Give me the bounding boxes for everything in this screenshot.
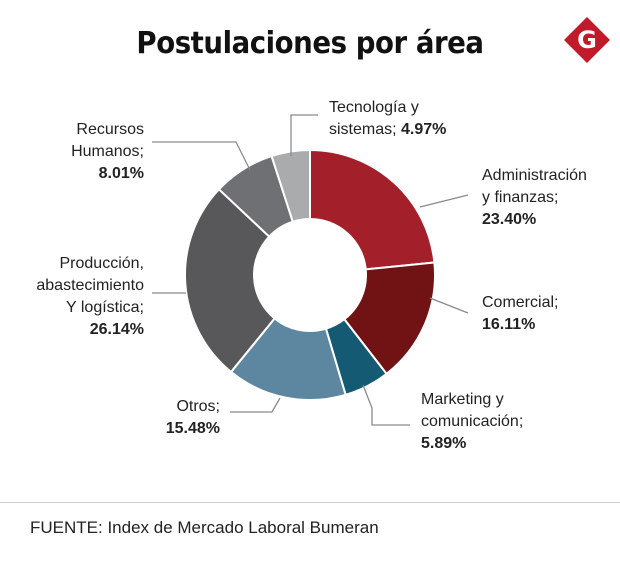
chart-title: Postulaciones por área: [136, 26, 484, 61]
slice-label-line: y finanzas;: [482, 189, 559, 206]
slice-label-otros: Otros; 15.48%: [166, 396, 220, 440]
slice-administracion: [309, 148, 436, 271]
slice-label-line: Marketing y: [421, 391, 504, 408]
slice-percent: 15.48%: [165, 420, 220, 437]
slice-label-line: Comercial;: [482, 294, 559, 311]
leader-line-marketing: [362, 384, 410, 426]
donut-slices: [184, 148, 436, 401]
leader-line-tecnologia: [290, 114, 318, 156]
slice-label-tecnologia: Tecnología y sistemas; 4.97%: [329, 97, 446, 141]
divider: [0, 502, 620, 503]
slice-percent: 4.97%: [401, 121, 447, 138]
slice-percent: 26.14%: [89, 321, 144, 338]
slice-percent: 23.40%: [482, 211, 537, 228]
slice-label-line: comunicación;: [421, 413, 524, 430]
slice-label-line: Humanos;: [71, 143, 144, 160]
slice-label-line: Tecnología y: [329, 99, 419, 116]
donut-chart: [152, 114, 469, 426]
slice-percent: 16.11%: [482, 316, 536, 333]
leader-lines: [152, 114, 469, 426]
slice-tecnologia: [270, 148, 311, 223]
slice-label-line: abastecimiento: [36, 277, 144, 294]
slice-label-line: Producción,: [59, 255, 145, 272]
source-note: FUENTE: Index de Mercado Laboral Bumeran: [30, 518, 379, 537]
leader-line-administracion: [419, 194, 469, 208]
leader-line-comercial: [429, 297, 469, 314]
slice-label-text: sistemas;: [329, 121, 397, 138]
slice-label-line: Y logística;: [66, 299, 144, 316]
slice-label-line: Recursos: [76, 121, 144, 138]
slice-label-line: sistemas; 4.97%: [329, 119, 446, 141]
logo-letter: G: [577, 26, 597, 54]
slice-label-comercial: Comercial; 16.11%: [482, 292, 558, 336]
leader-line-otros: [230, 397, 281, 413]
slice-label-administracion: Administración y finanzas; 23.40%: [482, 165, 587, 231]
slice-percent: 5.89%: [421, 435, 467, 452]
slice-otros: [229, 317, 347, 401]
slice-produccion: [184, 187, 277, 374]
slice-label-recursos-humanos: Recursos Humanos; 8.01%: [71, 119, 144, 185]
slice-percent: 8.01%: [98, 165, 144, 182]
slice-label-line: Otros;: [176, 398, 220, 415]
slice-label-marketing: Marketing y comunicación; 5.89%: [421, 389, 523, 455]
logo-icon: G: [564, 17, 610, 63]
leader-line-recursos-humanos: [152, 141, 251, 171]
slice-label-produccion: Producción, abastecimiento Y logística; …: [36, 253, 144, 341]
slice-label-line: Administración: [482, 167, 587, 184]
